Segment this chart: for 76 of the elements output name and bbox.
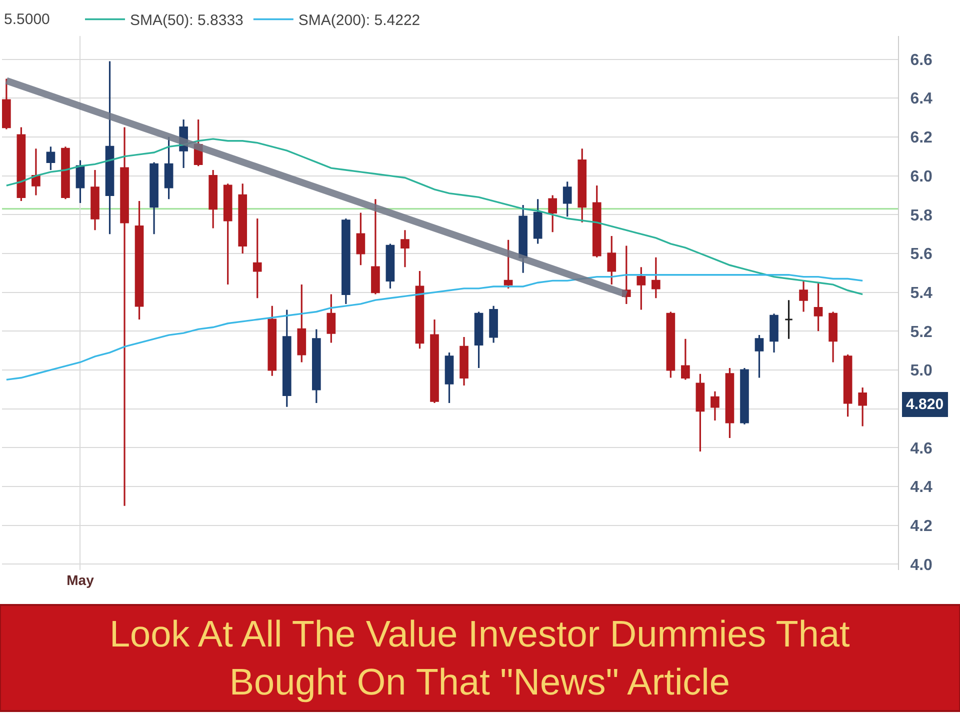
y-tick-label: 5.6 xyxy=(910,246,933,264)
x-tick-label: May xyxy=(66,572,94,588)
candlestick xyxy=(562,180,572,218)
candlestick xyxy=(666,310,676,379)
candlestick xyxy=(105,60,114,235)
candlestick xyxy=(268,305,277,377)
y-tick-label: 6.2 xyxy=(910,130,933,147)
candlestick xyxy=(578,148,587,224)
candlestick xyxy=(754,334,764,379)
legend-label: SMA(50): 5.8333 xyxy=(130,12,244,30)
candlestick xyxy=(415,270,424,350)
candlestick xyxy=(150,161,158,235)
line-series xyxy=(6,274,864,381)
candlestick xyxy=(799,280,808,313)
candlestick xyxy=(504,239,513,290)
candlestick xyxy=(76,159,85,204)
y-tick-label: 5.4 xyxy=(910,284,933,302)
candlestick xyxy=(444,352,454,404)
candlestick xyxy=(636,266,646,311)
candlestick xyxy=(16,126,26,202)
legend-label: SMA(200): 5.4222 xyxy=(298,12,420,30)
candlestick xyxy=(607,235,616,286)
text: 4.820 xyxy=(906,396,944,413)
candlestick xyxy=(356,212,366,266)
candlestick xyxy=(134,200,144,320)
candlestick xyxy=(681,338,690,380)
y-tick-label: 4.2 xyxy=(910,518,933,535)
y-tick-label: 5.2 xyxy=(910,324,933,341)
candlestick xyxy=(725,367,734,439)
candlestick xyxy=(400,229,410,268)
candlestick xyxy=(548,194,558,233)
candlestick xyxy=(312,328,321,404)
candlestick xyxy=(90,169,100,231)
y-tick-label: 4.0 xyxy=(910,556,933,574)
candlestick xyxy=(238,182,248,254)
candlestick xyxy=(710,390,720,422)
candlestick xyxy=(814,282,823,332)
candlestick xyxy=(46,146,56,171)
candlestick xyxy=(592,184,602,258)
candlestick xyxy=(371,198,380,296)
candlestick xyxy=(858,386,867,428)
y-tick-label: 6.6 xyxy=(910,52,933,69)
candlestick xyxy=(474,310,484,369)
candlestick xyxy=(740,367,749,426)
candlestick xyxy=(696,373,705,452)
candlestick xyxy=(828,310,838,364)
y-tick-label: 4.4 xyxy=(910,479,933,496)
candlestick xyxy=(770,312,778,354)
line-series xyxy=(6,138,864,296)
candlestick xyxy=(282,309,292,408)
candlestick xyxy=(326,293,336,344)
candlestick xyxy=(652,256,660,299)
candlestick xyxy=(297,284,306,364)
y-tick-label: 6.4 xyxy=(910,90,933,108)
candlestick xyxy=(2,78,11,130)
candlestick xyxy=(208,169,218,230)
candlestick xyxy=(252,218,262,299)
candlestick xyxy=(430,318,439,404)
y-tick-label: 5.0 xyxy=(910,362,933,380)
candlestick xyxy=(386,242,395,290)
text: 5.5000 xyxy=(4,11,50,28)
candlestick xyxy=(843,354,852,418)
candlestick xyxy=(342,218,350,305)
text: Look At All The Value Investor Dummies That Bought On That "News" Article xyxy=(109,613,851,703)
candlestick xyxy=(533,198,542,245)
candlestick xyxy=(784,299,794,340)
y-tick-label: 6.0 xyxy=(910,168,933,186)
candlestick xyxy=(223,182,232,286)
candlestick xyxy=(120,126,129,507)
candlestick xyxy=(32,148,40,196)
candlestick xyxy=(61,146,70,200)
candlestick xyxy=(489,305,498,344)
y-tick-label: 4.6 xyxy=(910,440,933,458)
candlestick xyxy=(460,336,468,386)
candlestick xyxy=(518,204,528,274)
y-tick-label: 5.8 xyxy=(910,207,933,224)
